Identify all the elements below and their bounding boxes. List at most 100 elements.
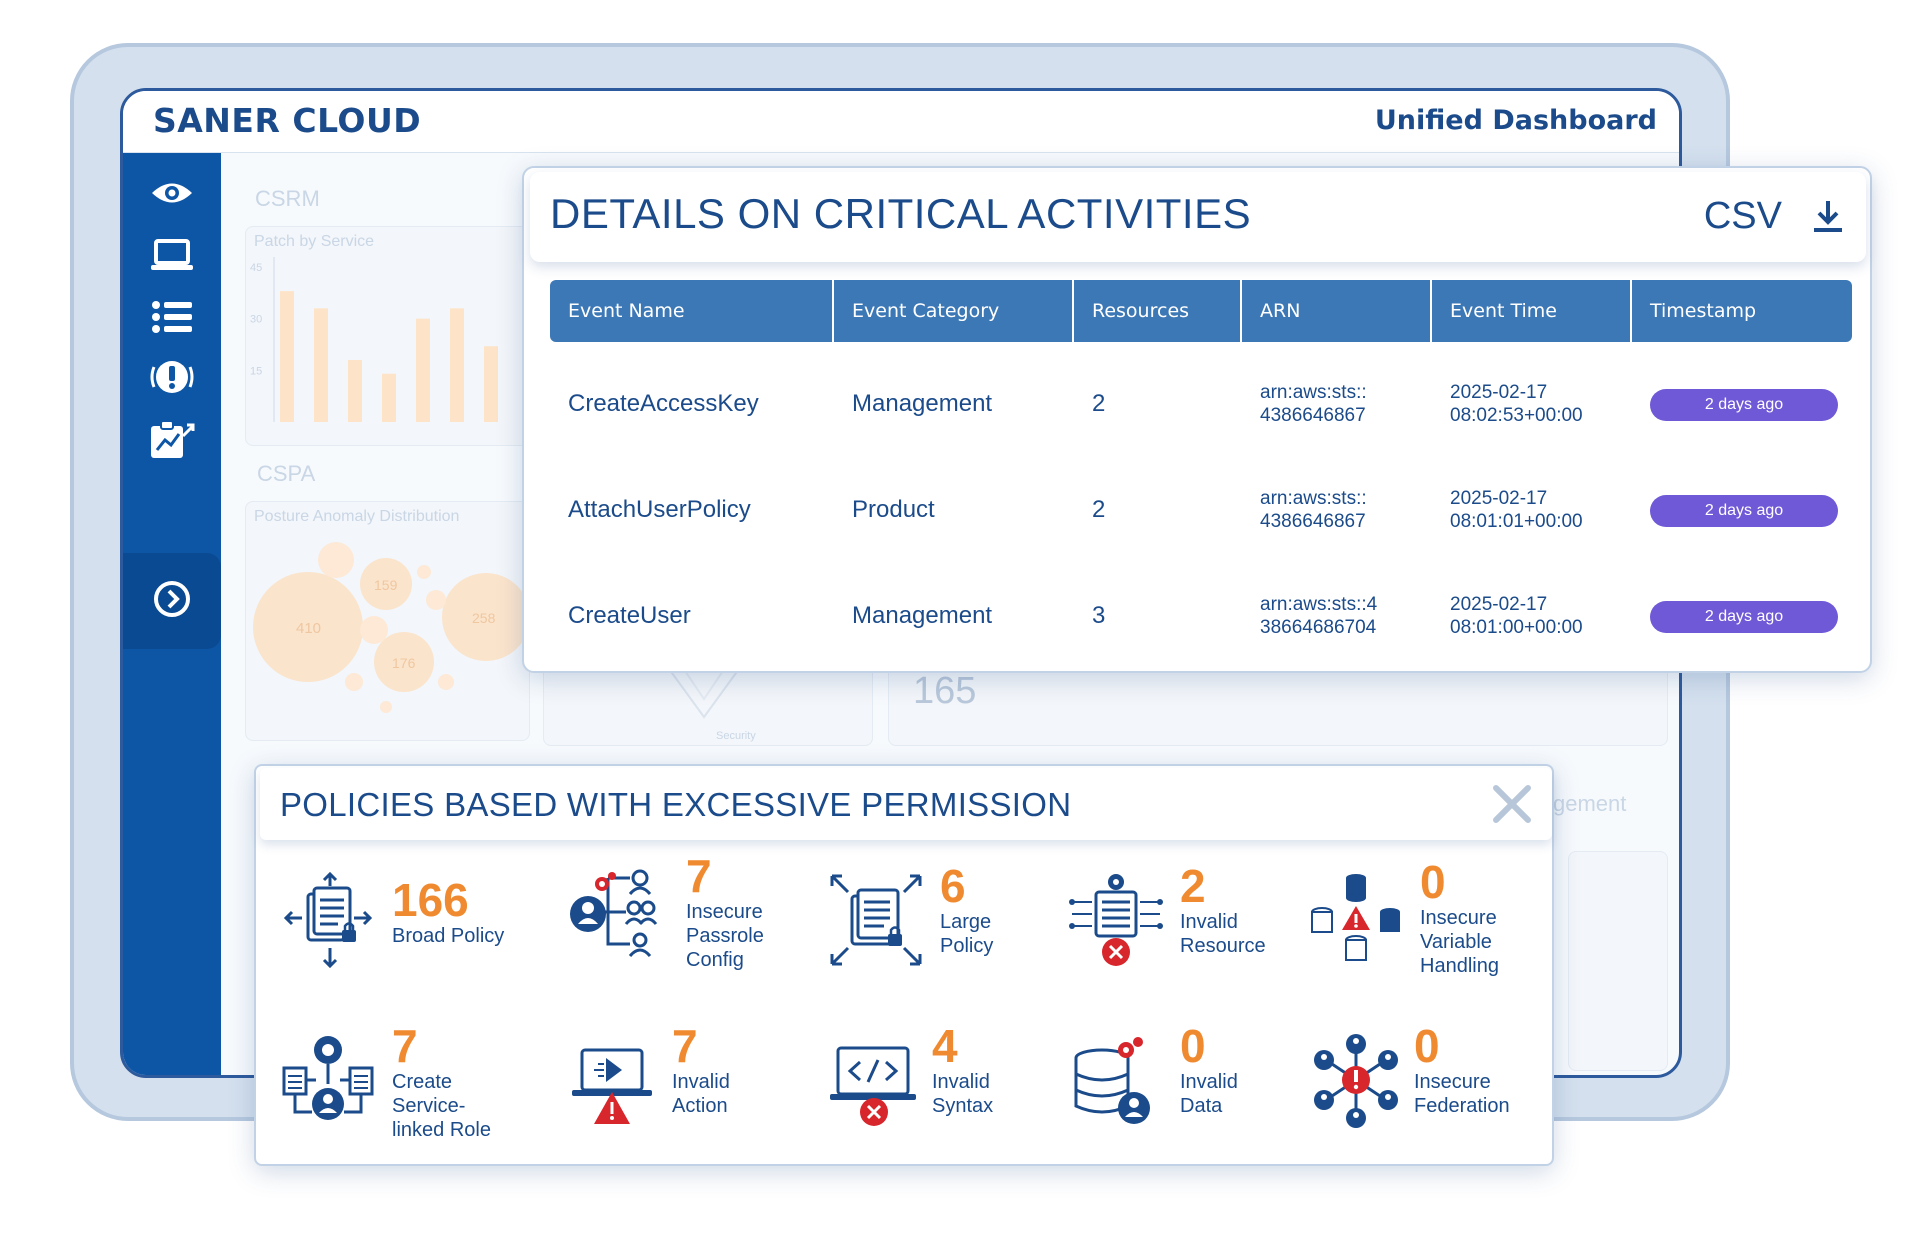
sidebar-item-alerts[interactable] bbox=[147, 357, 197, 397]
column-resources[interactable]: Resources bbox=[1074, 280, 1242, 342]
eye-icon bbox=[152, 183, 192, 203]
column-event-category[interactable]: Event Category bbox=[834, 280, 1074, 342]
column-arn[interactable]: ARN bbox=[1242, 280, 1432, 342]
stat-value-165: 165 bbox=[913, 670, 977, 712]
bubble-159-label: 159 bbox=[374, 577, 398, 593]
cell-event-category: Product bbox=[852, 496, 935, 523]
time-line: 08:02:53+00:00 bbox=[1450, 405, 1583, 426]
metric-insecure-passrole[interactable]: 7 Insecure Passrole Config bbox=[568, 852, 808, 982]
metric-large-policy[interactable]: 6 Large Policy bbox=[828, 862, 1068, 992]
timestamp-badge: 2 days ago bbox=[1650, 494, 1838, 527]
cell-arn: arn:aws:sts:: 4386646867 bbox=[1242, 487, 1432, 533]
bubble-258 bbox=[442, 573, 526, 661]
sidebar-item-list[interactable] bbox=[147, 297, 197, 337]
metric-invalid-resource[interactable]: 2 Invalid Resource bbox=[1068, 862, 1308, 992]
bar bbox=[484, 346, 498, 422]
cell-event-name: AttachUserPolicy bbox=[568, 496, 751, 523]
cell-event-name: CreateUser bbox=[568, 602, 691, 629]
metric-value: 2 bbox=[1180, 860, 1206, 912]
app-header: SANER CLOUD Unified Dashboard bbox=[123, 91, 1679, 153]
excessive-permission-header: POLICIES BASED WITH EXCESSIVE PERMISSION bbox=[260, 768, 1552, 840]
arn-line: arn:aws:sts::4 bbox=[1260, 594, 1378, 615]
close-button[interactable] bbox=[1490, 782, 1534, 826]
bar bbox=[280, 291, 294, 422]
cell-event-category: Management bbox=[852, 390, 993, 417]
column-event-time[interactable]: Event Time bbox=[1432, 280, 1632, 342]
alert-icon bbox=[150, 361, 194, 393]
critical-activities-header: DETAILS ON CRITICAL ACTIVITIES CSV bbox=[530, 172, 1866, 262]
list-icon bbox=[152, 301, 192, 333]
metric-label: Insecure Federation bbox=[1414, 1071, 1510, 1117]
metric-insecure-variable[interactable]: 0 Insecure Variable Handling bbox=[1308, 858, 1548, 988]
cell-timestamp: 2 days ago bbox=[1632, 494, 1852, 527]
bubble-258-label: 258 bbox=[472, 610, 496, 626]
metric-value: 4 bbox=[932, 1020, 958, 1072]
sidebar-item-assets[interactable] bbox=[147, 235, 197, 275]
chevron-right-circle-icon bbox=[154, 581, 190, 617]
laptop-icon bbox=[151, 239, 193, 270]
metric-insecure-federation[interactable]: 0 Insecure Federation bbox=[1308, 1022, 1548, 1152]
column-event-name[interactable]: Event Name bbox=[550, 280, 834, 342]
metric-invalid-action[interactable]: 7 Invalid Action bbox=[568, 1022, 808, 1152]
table-row[interactable]: CreateAccessKey Management 2 arn:aws:sts… bbox=[550, 354, 1852, 454]
cell-event-time: 2025-02-17 08:02:53+00:00 bbox=[1432, 381, 1632, 427]
timestamp-badge: 2 days ago bbox=[1650, 600, 1838, 633]
sidebar-item-visibility[interactable] bbox=[147, 173, 197, 213]
critical-activities-title: DETAILS ON CRITICAL ACTIVITIES bbox=[550, 190, 1252, 237]
bubble-410 bbox=[253, 572, 363, 682]
metric-label: Insecure Variable Handling bbox=[1420, 907, 1499, 977]
side-panel-fragment bbox=[1568, 851, 1668, 1071]
large-policy-icon bbox=[830, 874, 922, 966]
service-role-icon bbox=[282, 1036, 374, 1120]
table-row[interactable]: AttachUserPolicy Product 2 arn:aws:sts::… bbox=[550, 460, 1852, 560]
excessive-permission-title: POLICIES BASED WITH EXCESSIVE PERMISSION bbox=[280, 786, 1072, 823]
metric-value: 6 bbox=[940, 860, 966, 912]
csv-download-button[interactable]: CSV bbox=[1704, 190, 1844, 242]
metric-label: Broad Policy bbox=[392, 925, 505, 947]
metric-invalid-syntax[interactable]: 4 Invalid Syntax bbox=[828, 1022, 1068, 1152]
patch-chart-title: Patch by Service bbox=[254, 233, 375, 250]
metric-broad-policy[interactable]: 166 Broad Policy bbox=[280, 862, 520, 992]
cell-event-time: 2025-02-17 08:01:01+00:00 bbox=[1432, 487, 1632, 533]
metric-invalid-data[interactable]: 0 Invalid Data bbox=[1068, 1022, 1308, 1152]
metric-text: 7 Invalid Action bbox=[672, 1022, 730, 1118]
bar bbox=[348, 360, 362, 422]
column-timestamp[interactable]: Timestamp bbox=[1650, 300, 1757, 322]
metric-text: 0 Invalid Data bbox=[1180, 1022, 1238, 1118]
header-title: Unified Dashboard bbox=[1374, 105, 1657, 136]
invalid-data-icon bbox=[1074, 1037, 1150, 1124]
sidebar-expand-button[interactable] bbox=[147, 579, 197, 619]
metric-text: 0 Insecure Federation bbox=[1414, 1022, 1510, 1118]
bubble-159 bbox=[360, 558, 412, 610]
metric-label: Invalid Data bbox=[1180, 1071, 1238, 1117]
cell-event-time: 2025-02-17 08:01:00+00:00 bbox=[1432, 593, 1632, 639]
sidebar-active-bg bbox=[123, 553, 221, 649]
bubble-410-label: 410 bbox=[296, 620, 321, 637]
metric-text: 2 Invalid Resource bbox=[1180, 862, 1266, 958]
metric-text: 7 Insecure Passrole Config bbox=[686, 852, 764, 972]
metric-value: 7 bbox=[672, 1020, 698, 1072]
invalid-action-icon bbox=[572, 1048, 652, 1124]
metric-text: 6 Large Policy bbox=[940, 862, 993, 958]
metric-label: Invalid Action bbox=[672, 1071, 730, 1117]
brand-logo: SANER CLOUD bbox=[153, 101, 422, 140]
cell-timestamp: 2 days ago bbox=[1632, 600, 1852, 633]
cell-arn: arn:aws:sts::4 38664686704 bbox=[1242, 593, 1432, 639]
download-icon bbox=[1814, 201, 1842, 232]
y-tick-label: 45 bbox=[250, 262, 262, 274]
metric-label: Invalid Resource bbox=[1180, 911, 1266, 957]
arn-line: 38664686704 bbox=[1260, 617, 1377, 638]
bubble-176 bbox=[374, 632, 434, 692]
metric-label: Large Policy bbox=[940, 911, 994, 957]
cell-timestamp: 2 days ago bbox=[1632, 388, 1852, 421]
bar bbox=[314, 308, 328, 422]
sidebar bbox=[123, 153, 221, 1075]
broad-policy-icon bbox=[283, 872, 373, 968]
metric-service-linked-role[interactable]: 7 Create Service- linked Role bbox=[280, 1022, 520, 1152]
sidebar-item-reports[interactable] bbox=[147, 419, 197, 459]
invalid-syntax-icon bbox=[830, 1046, 916, 1126]
time-line: 08:01:01+00:00 bbox=[1450, 511, 1583, 532]
time-line: 08:01:00+00:00 bbox=[1450, 617, 1583, 638]
cell-arn: arn:aws:sts:: 4386646867 bbox=[1242, 381, 1432, 427]
table-row[interactable]: CreateUser Management 3 arn:aws:sts::4 38… bbox=[550, 566, 1852, 666]
